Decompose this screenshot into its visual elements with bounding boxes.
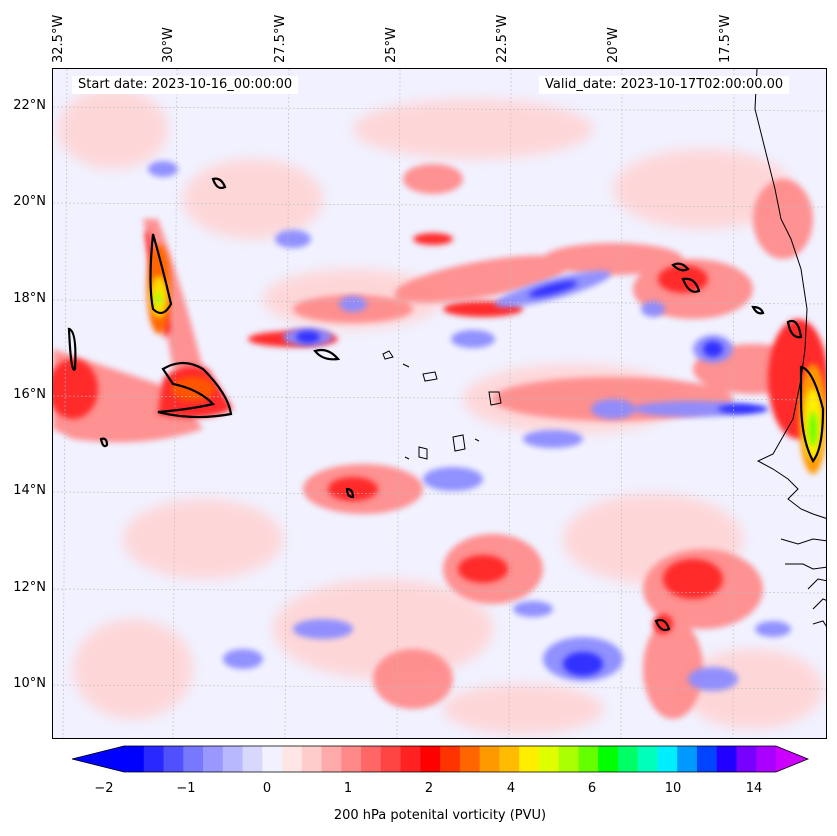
colorbar-extend-low: [72, 746, 124, 772]
colorbar-segment: [558, 746, 579, 772]
high-pv-cores: [147, 244, 826, 474]
colorbar-segment: [617, 746, 639, 772]
colorbar-segment: [262, 746, 283, 772]
colorbar-outline: [71, 745, 810, 773]
pv-contour-field: [53, 69, 826, 738]
lat-label-16n: 16°N: [13, 387, 46, 402]
colorbar-segment: [301, 746, 323, 772]
colorbar-tick: 0: [262, 781, 272, 796]
lat-label-14n: 14°N: [13, 483, 46, 498]
colorbar-tick: 14: [745, 781, 763, 796]
pv-map: [52, 68, 827, 739]
colorbar-segment: [696, 746, 718, 772]
colorbar-segment: [361, 746, 382, 772]
lat-label-18n: 18°N: [13, 291, 46, 306]
negative-pv-areas: [148, 161, 791, 691]
colorbar-label: 200 hPa potenital vorticity (PVU): [333, 808, 547, 823]
colorbar-extend-high: [776, 746, 808, 772]
colorbar-segment: [677, 746, 698, 772]
lon-label-30w: 30°W: [161, 27, 176, 63]
colorbar-segment: [203, 746, 224, 772]
colorbar-segment: [657, 746, 678, 772]
lat-label-12n: 12°N: [13, 580, 46, 595]
colorbar-segment: [163, 746, 184, 772]
colorbar-tick: −1: [176, 781, 196, 796]
colorbar-segment: [499, 746, 520, 772]
strong-negative-pv-areas: [296, 280, 768, 676]
colorbar-segment: [321, 746, 342, 772]
colorbar-segment: [736, 746, 757, 772]
colorbar-segment: [242, 746, 263, 772]
colorbar-tick: 1: [343, 781, 353, 796]
colorbar-segment: [222, 746, 244, 772]
lat-label-22n: 22°N: [13, 98, 46, 113]
colorbar-segment: [519, 746, 540, 772]
graticule: [53, 69, 826, 738]
colorbar-segment: [124, 746, 145, 772]
colorbar-segment: [459, 746, 481, 772]
colorbar-segment: [400, 746, 421, 772]
lat-label-10n: 10°N: [13, 676, 46, 691]
lon-label-25w: 25°W: [384, 27, 399, 63]
valid-date-label: Valid_date: 2023-10-17T02:00:00.00: [539, 76, 790, 94]
colorbar-segment: [420, 746, 441, 772]
colorbar-segment: [716, 746, 737, 772]
colorbar-segment: [637, 746, 658, 772]
colorbar-segment: [756, 746, 777, 772]
lat-label-20n: 20°N: [13, 194, 46, 209]
colorbar-tick: 4: [506, 781, 516, 796]
colorbar-tick: −2: [94, 781, 114, 796]
colorbar-segment: [341, 746, 362, 772]
colorbar-segment: [578, 746, 599, 772]
lon-label-17.5w: 17.5°W: [718, 14, 733, 63]
colorbar-tick: 6: [587, 781, 597, 796]
lon-label-20w: 20°W: [606, 27, 621, 63]
colorbar: [71, 745, 810, 773]
colorbar-segment: [143, 746, 165, 772]
start-date-label: Start date: 2023-10-16_00:00:00: [72, 76, 299, 94]
colorbar-segment: [183, 746, 204, 772]
colorbar-segment: [440, 746, 461, 772]
lon-label-32.5w: 32.5°W: [51, 14, 66, 63]
colorbar-segment: [538, 746, 560, 772]
coastlines: [382, 69, 826, 627]
colorbar-tick: 10: [664, 781, 682, 796]
lon-label-22.5w: 22.5°W: [495, 14, 510, 63]
colorbar-segment: [380, 746, 402, 772]
colorbar-tick: 2: [424, 781, 434, 796]
lon-label-27.5w: 27.5°W: [273, 14, 288, 63]
colorbar-segment: [598, 746, 619, 772]
pv-2-contours: [67, 177, 825, 632]
colorbar-segment: [282, 746, 303, 772]
colorbar-segment: [479, 746, 500, 772]
